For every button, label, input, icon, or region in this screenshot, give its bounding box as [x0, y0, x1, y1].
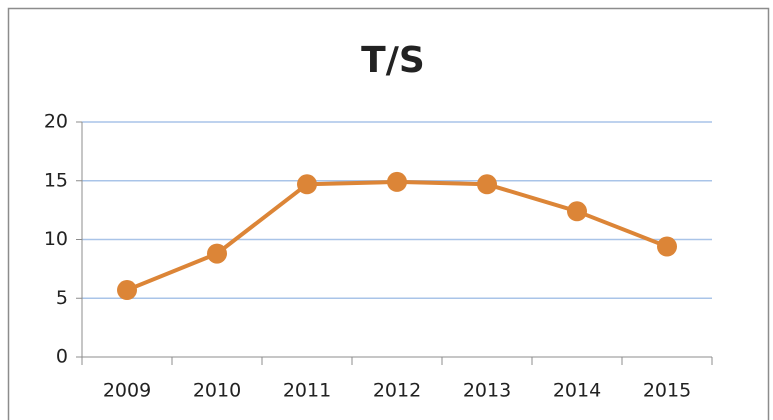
x-tick-label: 2012	[373, 380, 421, 402]
x-tick-label: 2010	[193, 380, 241, 402]
data-marker	[117, 280, 137, 301]
data-marker	[477, 174, 497, 195]
y-tick-label: 10	[44, 228, 68, 250]
chart-frame	[7, 7, 770, 420]
data-marker	[387, 171, 407, 192]
x-tick-label: 2013	[463, 380, 511, 402]
data-marker	[567, 201, 587, 222]
data-marker	[207, 243, 227, 264]
chart-title: T/S	[361, 40, 425, 81]
y-tick-label: 5	[56, 287, 68, 309]
x-tick-label: 2015	[643, 380, 691, 402]
y-tick-label: 15	[44, 169, 68, 191]
data-marker	[297, 174, 317, 195]
x-tick-label: 2009	[103, 380, 151, 402]
data-marker	[657, 236, 677, 257]
x-tick-label: 2014	[553, 380, 601, 402]
y-tick-label: 20	[44, 111, 68, 133]
y-tick-label: 0	[56, 346, 68, 368]
x-tick-label: 2011	[283, 380, 331, 402]
